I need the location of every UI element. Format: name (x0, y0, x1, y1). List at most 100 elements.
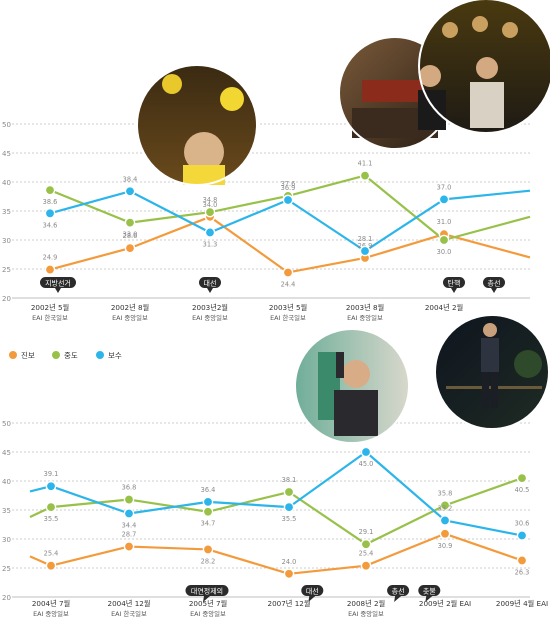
x-tick-sublabel: EAI 중앙일보 (192, 313, 228, 322)
y-tick-label: 50 (2, 420, 11, 428)
data-label-conservative: 35.5 (282, 515, 297, 523)
legend: 진보 중도 보수 (7, 349, 122, 361)
data-label-moderate: 40.5 (515, 486, 530, 494)
data-point-progressive (439, 528, 451, 540)
event-tag: 총선 (387, 585, 410, 602)
event-tag-pointer (207, 288, 213, 293)
series-line-moderate (29, 477, 523, 546)
data-point-conservative (204, 227, 216, 238)
data-point-moderate (438, 234, 450, 246)
x-tick-label: 2004년 2월 (425, 303, 463, 312)
data-label-moderate: 37.6 (281, 180, 296, 188)
data-point-progressive (283, 568, 295, 580)
y-tick-label: 45 (2, 150, 11, 158)
y-tick-label: 20 (2, 295, 11, 303)
data-label-conservative: 28.1 (358, 235, 373, 243)
data-label-conservative: 45.0 (359, 460, 374, 468)
legend-marker-moderate (50, 349, 62, 361)
data-point-progressive (124, 242, 136, 254)
event-tag-label: 촛불 (423, 586, 436, 595)
data-label-conservative: 34.6 (43, 221, 58, 229)
data-point-moderate (124, 217, 136, 228)
event-tag-pointer (425, 596, 433, 602)
event-tag-pointer (55, 288, 61, 293)
data-point-conservative (282, 194, 294, 206)
event-tag-pointer (308, 596, 316, 602)
data-point-moderate (283, 486, 295, 498)
data-label-progressive: 28.2 (201, 557, 216, 565)
data-label-conservative: 36.4 (201, 486, 216, 494)
event-tag: 대선 (301, 585, 324, 602)
data-label-progressive: 31.0 (437, 218, 452, 226)
data-label-conservative: 36.9 (281, 184, 296, 192)
train-photo-icon (294, 328, 410, 444)
data-point-progressive (282, 267, 294, 278)
x-tick-label: 2003년 8월 (346, 303, 384, 312)
x-tick-label: 2002년 8월 (111, 303, 149, 312)
x-tick-label: 2003년 5월 (269, 303, 307, 312)
data-label-moderate: 34.8 (203, 196, 218, 204)
data-point-conservative (45, 480, 57, 492)
data-label-moderate: 33.0 (123, 231, 138, 239)
x-tick-sublabel: EAI 중앙일보 (347, 313, 383, 322)
x-tick-label: 2009년 4월 EAI (496, 599, 548, 608)
event-tag-pointer (451, 288, 457, 293)
data-label-conservative: 38.4 (123, 175, 138, 183)
rally-photo-icon (136, 64, 258, 186)
data-label-moderate: 38.6 (43, 198, 58, 206)
data-label-progressive: 34.0 (203, 201, 218, 209)
y-tick-label: 40 (2, 179, 11, 187)
event-tag-bg (443, 277, 465, 288)
data-label-moderate: 38.1 (282, 476, 297, 484)
y-tick-label: 30 (2, 536, 11, 544)
data-point-conservative (360, 446, 372, 458)
data-label-progressive: 28.6 (123, 232, 138, 240)
data-label-progressive: 25.4 (44, 550, 59, 558)
x-tick-label: 2004년 7월 (32, 599, 70, 608)
data-label-moderate: 41.1 (358, 160, 373, 168)
x-tick-label: 2005년 7월 (189, 599, 227, 608)
data-label-conservative: 31.3 (203, 240, 218, 248)
data-point-moderate (439, 500, 451, 511)
data-point-moderate (516, 472, 528, 484)
data-label-moderate: 36.8 (122, 484, 137, 492)
data-label-progressive: 26.3 (515, 568, 530, 576)
data-point-conservative (516, 530, 528, 541)
data-label-progressive: 28.7 (122, 531, 137, 539)
y-tick-label: 45 (2, 449, 11, 457)
data-point-moderate (202, 506, 214, 518)
data-point-moderate (204, 206, 216, 218)
series-line-progressive (29, 532, 523, 575)
data-label-conservative: 34.4 (122, 521, 137, 529)
x-tick-label: 2002년 5월 (31, 303, 69, 312)
event-tag-bg (301, 585, 324, 596)
x-tick-label: 2007년 12월 (268, 599, 311, 608)
event-tag: 지방선거 (40, 277, 76, 293)
data-label-moderate: 34.7 (201, 520, 216, 528)
event-tag-pointer (203, 596, 210, 602)
legend-label-conservative: 보수 (108, 351, 122, 360)
event-tag-pointer (491, 288, 497, 293)
data-point-conservative (44, 208, 56, 219)
legend-marker-conservative (94, 349, 106, 361)
data-point-conservative (283, 501, 295, 513)
event-tag-label: 탄핵 (448, 278, 461, 287)
y-tick-label: 20 (2, 594, 11, 602)
event-tag-label: 대선 (204, 278, 217, 287)
data-point-conservative (123, 508, 135, 519)
y-tick-label: 30 (2, 237, 11, 245)
series-line-conservative (29, 450, 523, 537)
data-point-moderate (360, 538, 372, 550)
night-walk-photo-icon (434, 314, 550, 430)
data-point-progressive (45, 560, 57, 571)
event-tag-label: 총선 (392, 586, 405, 595)
data-label-progressive: 24.9 (43, 254, 58, 262)
event-tag: 촛불 (418, 585, 441, 602)
legend-marker-progressive (7, 349, 19, 361)
data-point-moderate (45, 501, 57, 513)
data-label-progressive: 30.9 (438, 542, 453, 550)
data-point-conservative (359, 245, 371, 257)
event-tag-bg (199, 277, 221, 288)
